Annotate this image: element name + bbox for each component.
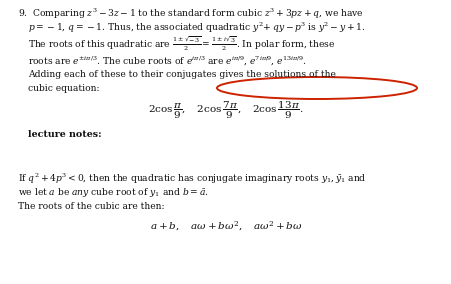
Text: roots are $e^{\pm i\pi/3}$. The cube roots of $e^{i\pi/3}$ are $e^{i\pi/9}$, $e^: roots are $e^{\pm i\pi/3}$. The cube roo… [28, 55, 307, 68]
Text: Adding each of these to their conjugates gives the solutions of the: Adding each of these to their conjugates… [28, 70, 336, 79]
Text: we let $a$ be $\mathit{any}$ cube root of $y_1$ and $b=\bar{a}$.: we let $a$ be $\mathit{any}$ cube root o… [18, 186, 208, 199]
Text: lecture notes:: lecture notes: [28, 130, 101, 139]
Text: $2\cos\dfrac{\pi}{9},\quad 2\cos\dfrac{7\pi}{9},\quad 2\cos\dfrac{13\pi}{9}.$: $2\cos\dfrac{\pi}{9},\quad 2\cos\dfrac{7… [148, 100, 304, 121]
Text: The roots of the cubic are then:: The roots of the cubic are then: [18, 202, 165, 211]
Text: 9.  Comparing $z^3-3z-1$ to the standard form cubic $z^3+3pz+q$, we have: 9. Comparing $z^3-3z-1$ to the standard … [18, 7, 364, 21]
Text: $a+b,\quad a\omega+b\omega^2,\quad a\omega^2+b\omega$: $a+b,\quad a\omega+b\omega^2,\quad a\ome… [150, 220, 302, 233]
Text: The roots of this quadratic are $\frac{1\pm\sqrt{-3}}{2}=\frac{1\pm i\sqrt{3}}{2: The roots of this quadratic are $\frac{1… [28, 35, 336, 53]
Text: cubic equation:: cubic equation: [28, 84, 100, 93]
Text: $p=-1,\,q=-1$. Thus, the associated quadratic $y^2\!+qy-p^3$ is $y^2-y+1$.: $p=-1,\,q=-1$. Thus, the associated quad… [28, 21, 365, 36]
Text: If $q^2+4p^3<0$, then the quadratic has conjugate imaginary roots $y_1,\bar{y}_1: If $q^2+4p^3<0$, then the quadratic has … [18, 172, 367, 186]
